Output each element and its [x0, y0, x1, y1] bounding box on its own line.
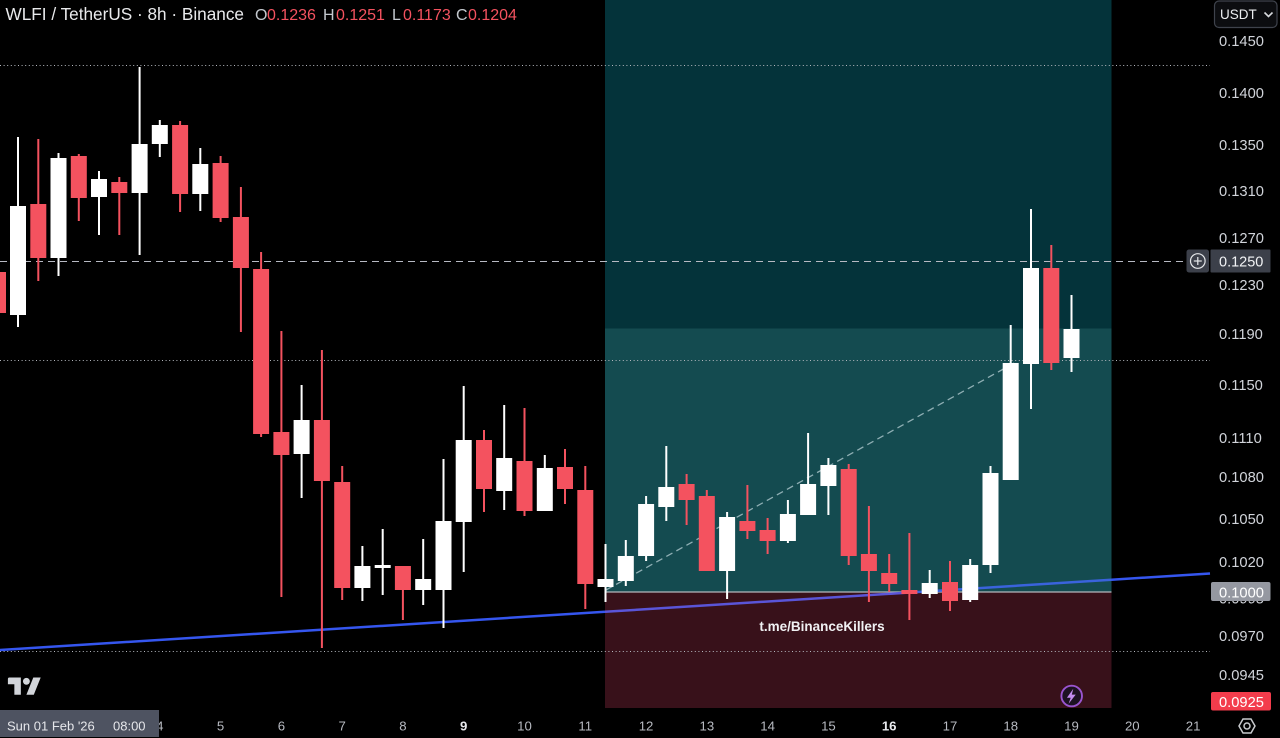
svg-text:0.0945: 0.0945 — [1219, 668, 1264, 684]
svg-text:0.1310: 0.1310 — [1219, 184, 1264, 200]
svg-text:0.1450: 0.1450 — [1219, 34, 1264, 50]
svg-text:L: L — [392, 7, 401, 24]
svg-text:t.me/BinanceKillers: t.me/BinanceKillers — [759, 619, 884, 634]
svg-text:USDT: USDT — [1220, 7, 1257, 22]
svg-text:6: 6 — [278, 719, 285, 734]
svg-text:0.1173: 0.1173 — [403, 7, 451, 24]
svg-text:0.1080: 0.1080 — [1219, 470, 1264, 486]
svg-text:14: 14 — [760, 719, 775, 734]
svg-text:16: 16 — [882, 719, 897, 734]
svg-text:18: 18 — [1003, 719, 1018, 734]
svg-text:20: 20 — [1125, 719, 1140, 734]
svg-text:11: 11 — [578, 719, 592, 734]
svg-text:7: 7 — [338, 719, 345, 734]
svg-text:0.1110: 0.1110 — [1219, 431, 1262, 447]
svg-text:WLFI / TetherUS · 8h · Binance: WLFI / TetherUS · 8h · Binance — [6, 4, 245, 24]
svg-text:0.1251: 0.1251 — [336, 7, 385, 24]
svg-text:0.1150: 0.1150 — [1219, 378, 1263, 394]
svg-text:9: 9 — [460, 719, 467, 734]
svg-text:0.1350: 0.1350 — [1219, 138, 1264, 154]
svg-text:15: 15 — [821, 719, 836, 734]
svg-text:13: 13 — [700, 719, 715, 734]
svg-text:H: H — [323, 7, 335, 24]
svg-text:5: 5 — [217, 719, 224, 734]
svg-text:0.1204: 0.1204 — [468, 7, 517, 24]
svg-text:0.0925: 0.0925 — [1219, 695, 1264, 711]
svg-text:19: 19 — [1064, 719, 1079, 734]
svg-text:Sun 01 Feb '26: Sun 01 Feb '26 — [7, 719, 95, 734]
svg-text:08:00: 08:00 — [113, 719, 146, 734]
svg-text:0.1250: 0.1250 — [1219, 255, 1263, 271]
svg-text:4: 4 — [156, 719, 163, 734]
svg-text:0.1020: 0.1020 — [1219, 555, 1264, 571]
svg-text:0.1050: 0.1050 — [1219, 512, 1264, 528]
svg-text:0.1000: 0.1000 — [1219, 586, 1264, 602]
svg-text:10: 10 — [517, 719, 532, 734]
svg-text:17: 17 — [943, 719, 958, 734]
svg-text:8: 8 — [399, 719, 406, 734]
svg-text:0.1190: 0.1190 — [1219, 327, 1263, 343]
svg-text:21: 21 — [1186, 719, 1201, 734]
svg-text:0.1230: 0.1230 — [1219, 278, 1264, 294]
svg-text:O: O — [255, 7, 267, 24]
svg-text:0.0970: 0.0970 — [1219, 629, 1264, 645]
svg-text:C: C — [456, 7, 468, 24]
svg-text:0.1270: 0.1270 — [1219, 231, 1264, 247]
svg-text:12: 12 — [639, 719, 654, 734]
svg-text:0.1236: 0.1236 — [267, 7, 316, 24]
svg-text:0.1400: 0.1400 — [1219, 86, 1264, 102]
